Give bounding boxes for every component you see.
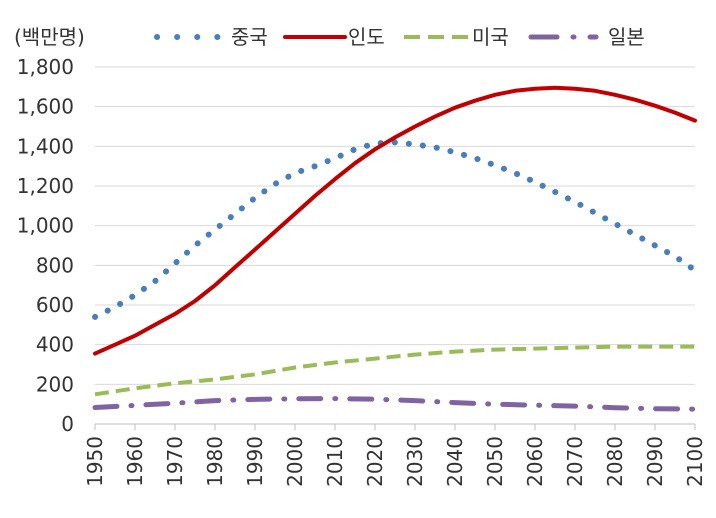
legend: 중국 인도 미국 일본 <box>154 25 645 49</box>
x-tick-label: 2090 <box>643 436 667 487</box>
y-tick-label: 0 <box>61 412 74 436</box>
x-tick-label: 2070 <box>563 436 587 487</box>
legend-label: 미국 <box>472 25 509 49</box>
y-tick-label: 1,600 <box>17 95 74 119</box>
legend-item: 중국 <box>154 25 268 49</box>
y-axis-ticks: 0 200 400 600 800 1,000 1,200 1,400 1,600 1,800 <box>17 55 74 436</box>
legend-item: 미국 <box>404 25 509 49</box>
y-tick-label: 800 <box>36 253 74 277</box>
legend-item: 인도 <box>283 25 385 49</box>
x-tick-label: 2010 <box>323 436 347 487</box>
x-axis <box>94 423 696 430</box>
x-tick-label: 1970 <box>163 436 187 487</box>
series-line-중국 <box>92 139 698 320</box>
series-lines <box>92 85 698 412</box>
x-tick-label: 1960 <box>123 436 147 487</box>
x-tick-label: 2050 <box>483 436 507 487</box>
y-tick-label: 1,000 <box>17 214 74 238</box>
x-tick-label: 2000 <box>283 436 307 487</box>
x-tick-label: 2080 <box>603 436 627 487</box>
x-tick-label: 2100 <box>683 436 707 487</box>
gridlines <box>95 66 695 385</box>
x-axis-ticks: 1950 1960 1970 1980 1990 2000 2010 2020 2030 2040… <box>83 436 707 487</box>
x-tick-label: 2030 <box>403 436 427 487</box>
y-tick-label: 1,200 <box>17 174 74 198</box>
series-line-인도 <box>93 85 697 356</box>
x-tick-label: 2040 <box>443 436 467 487</box>
series-line-미국 <box>94 344 695 397</box>
x-tick-label: 1950 <box>83 436 107 487</box>
series-line-일본 <box>92 396 698 412</box>
y-tick-label: 1,400 <box>17 134 74 158</box>
y-tick-label: 200 <box>36 372 74 396</box>
x-tick-label: 1990 <box>243 436 267 487</box>
x-tick-label: 2060 <box>523 436 547 487</box>
x-tick-label: 1980 <box>203 436 227 487</box>
x-tick-label: 2020 <box>363 436 387 487</box>
y-axis-unit-label: (백만명) <box>14 25 85 49</box>
y-tick-label: 600 <box>36 293 74 317</box>
legend-label: 중국 <box>231 25 268 49</box>
y-tick-label: 400 <box>36 333 74 357</box>
y-tick-label: 1,800 <box>17 55 74 79</box>
legend-label: 인도 <box>348 25 385 49</box>
legend-label: 일본 <box>608 25 645 49</box>
legend-item: 일본 <box>528 25 645 49</box>
